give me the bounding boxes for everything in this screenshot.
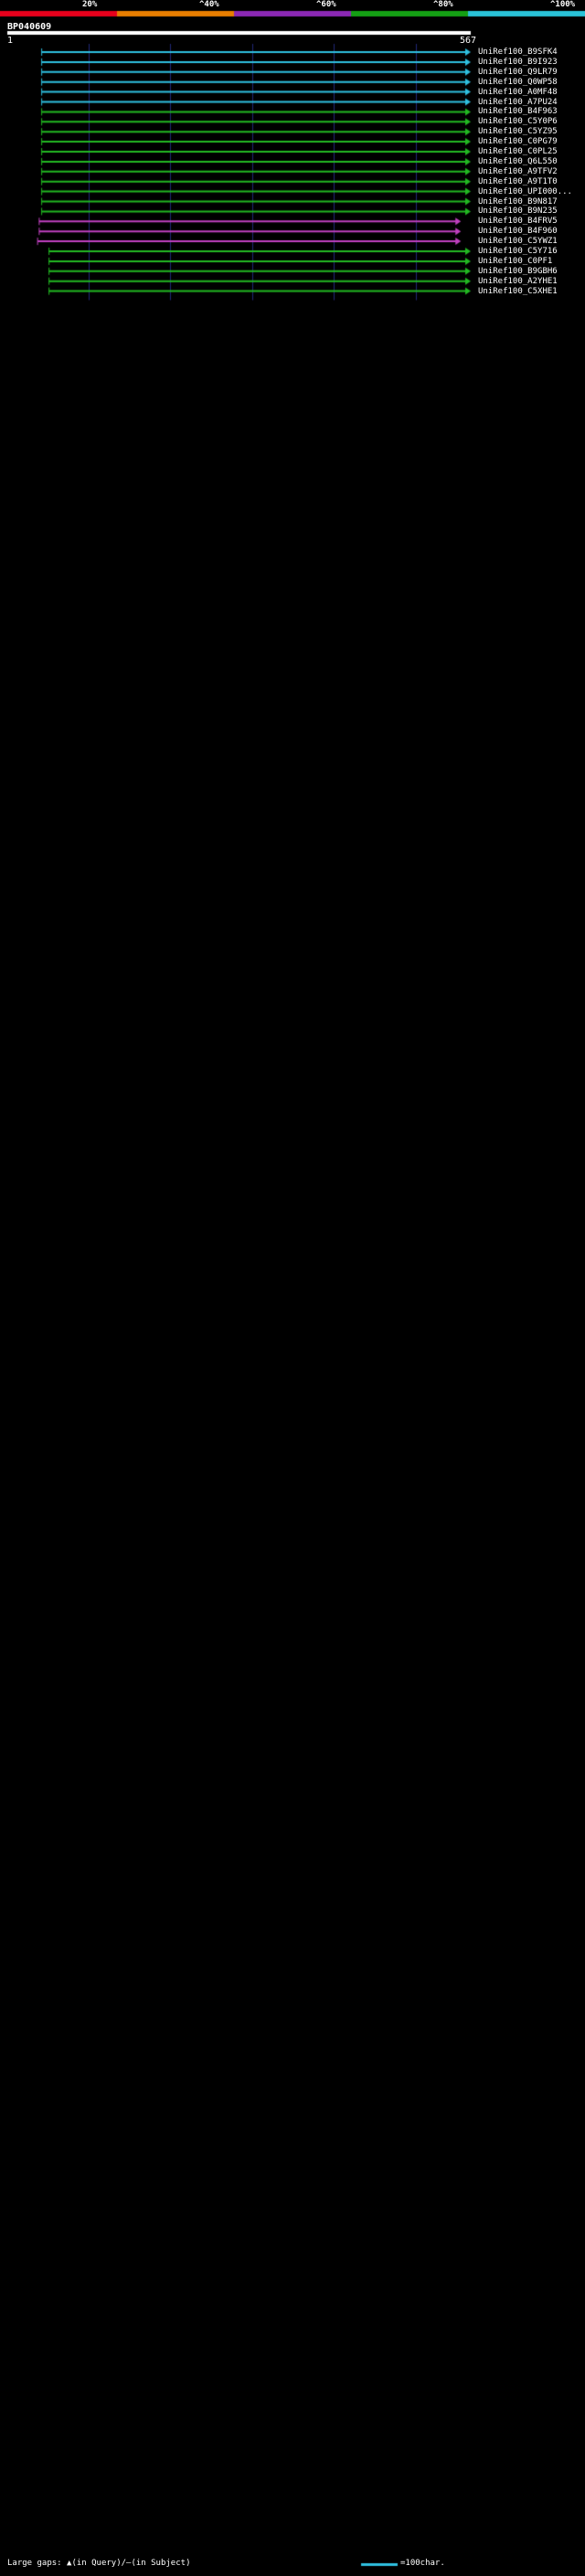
hit-label[interactable]: UniRef100_B9SFK4	[478, 48, 558, 57]
hit-label[interactable]: UniRef100_A9TFV2	[478, 166, 558, 176]
hit-label[interactable]: UniRef100_C0PL25	[478, 147, 558, 156]
hit-label[interactable]: UniRef100_B9GBH6	[478, 266, 558, 276]
identity-scale-label: 20%	[82, 0, 98, 9]
footer-legend: Large gaps: ▲(in Query)/—(in Subject)	[7, 2559, 191, 2568]
query-id: BP040609	[7, 22, 52, 32]
query-start: 1	[7, 36, 14, 46]
hit-label[interactable]: UniRef100_C5YWZ1	[478, 237, 558, 247]
hit-label[interactable]: UniRef100_A7PU24	[478, 97, 558, 107]
identity-scale-label: ^40%	[199, 0, 219, 9]
hit-label[interactable]: UniRef100_C5Y0P6	[478, 117, 558, 127]
hit-label[interactable]: UniRef100_Q6L550	[478, 156, 558, 166]
hit-label[interactable]: UniRef100_B9I923	[478, 57, 558, 67]
hit-label[interactable]: UniRef100_C5Y716	[478, 247, 558, 256]
footer-scale: =100char.	[400, 2559, 445, 2568]
hit-label[interactable]: UniRef100_B4FRV5	[478, 217, 558, 227]
hit-label[interactable]: UniRef100_Q0WP58	[478, 77, 558, 87]
hit-label[interactable]: UniRef100_B9N235	[478, 207, 558, 217]
hit-label[interactable]: UniRef100_UPI000...	[478, 186, 572, 196]
identity-scale-label: ^80%	[433, 0, 453, 9]
hit-label[interactable]: UniRef100_B4F960	[478, 227, 558, 237]
hit-label[interactable]: UniRef100_C5YZ95	[478, 127, 558, 137]
hit-label[interactable]: UniRef100_C0PF1	[478, 256, 553, 266]
identity-scale-label: ^100%	[550, 0, 576, 9]
hit-label[interactable]: UniRef100_B9N817	[478, 196, 558, 207]
identity-scale-label: ^60%	[316, 0, 336, 9]
hit-label[interactable]: UniRef100_C5XHE1	[478, 286, 558, 296]
hit-label[interactable]: UniRef100_A9T1T0	[478, 176, 558, 186]
query-end: 567	[460, 36, 477, 46]
hit-label[interactable]: UniRef100_A2YHE1	[478, 276, 558, 286]
hit-label[interactable]: UniRef100_B4F963	[478, 107, 558, 117]
hit-label[interactable]: UniRef100_C0PG79	[478, 137, 558, 147]
hit-label[interactable]: UniRef100_A0MF48	[478, 87, 558, 97]
hit-label[interactable]: UniRef100_Q9LR79	[478, 67, 558, 77]
